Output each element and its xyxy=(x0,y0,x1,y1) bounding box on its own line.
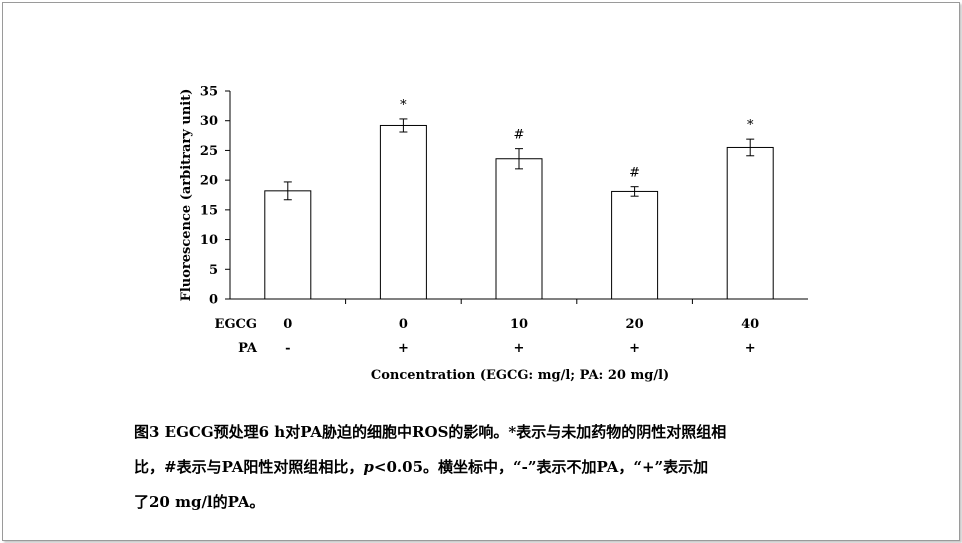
pa-row-label: PA xyxy=(238,341,258,356)
significance-mark: # xyxy=(629,166,640,181)
bar xyxy=(264,190,312,300)
significance-mark: # xyxy=(514,128,525,143)
significance-mark: * xyxy=(400,98,407,113)
y-axis-label: Fluorescence (arbitrary unit) xyxy=(179,89,194,302)
egcg-value-label: 10 xyxy=(510,317,528,332)
bar xyxy=(726,146,774,300)
egcg-value-label: 20 xyxy=(626,317,644,332)
bar xyxy=(611,190,659,300)
y-tick-label: 5 xyxy=(209,263,218,278)
x-axis-label: Concentration (EGCG: mg/l; PA: 20 mg/l) xyxy=(371,368,669,383)
plot-area: 0 5 10 15 20 25 30 35 Fluorescence (arbitrary un… xyxy=(179,85,808,383)
caption-line-3: 了20 mg/l的PA。 xyxy=(134,493,265,511)
caption-line-1: 图3 EGCG预处理6 h对PA胁迫的细胞中ROS的影响。*表示与未加药物的阴性… xyxy=(134,423,727,441)
y-tick-label: 0 xyxy=(209,293,218,308)
caption-line-2: 比，#表示与PA阳性对照组相比，p<0.05。横坐标中，“-”表示不加PA，“+… xyxy=(134,458,709,476)
egcg-value-label: 0 xyxy=(399,317,408,332)
pa-value-label: + xyxy=(629,341,640,356)
pa-value-label: + xyxy=(745,341,756,356)
pa-value-label: + xyxy=(514,341,525,356)
pa-value-label: + xyxy=(398,341,409,356)
bar xyxy=(495,158,543,300)
bar xyxy=(379,124,427,300)
y-tick-label: 15 xyxy=(200,203,218,218)
egcg-row-label: EGCG xyxy=(215,317,257,332)
bar-chart: 0 5 10 15 20 25 30 35 Fluorescence (arbitrary un… xyxy=(179,85,808,383)
figure-caption: 图3 EGCG预处理6 h对PA胁迫的细胞中ROS的影响。*表示与未加药物的阴性… xyxy=(134,415,834,520)
significance-mark: * xyxy=(747,118,754,133)
egcg-value-label: 0 xyxy=(283,317,292,332)
y-tick-label: 10 xyxy=(200,233,218,248)
egcg-value-label: 40 xyxy=(741,317,759,332)
y-tick-label: 25 xyxy=(200,144,218,159)
y-tick-label: 20 xyxy=(200,174,218,189)
pa-value-label: - xyxy=(285,341,290,356)
y-tick-label: 35 xyxy=(200,85,218,100)
y-tick-label: 30 xyxy=(200,114,218,129)
